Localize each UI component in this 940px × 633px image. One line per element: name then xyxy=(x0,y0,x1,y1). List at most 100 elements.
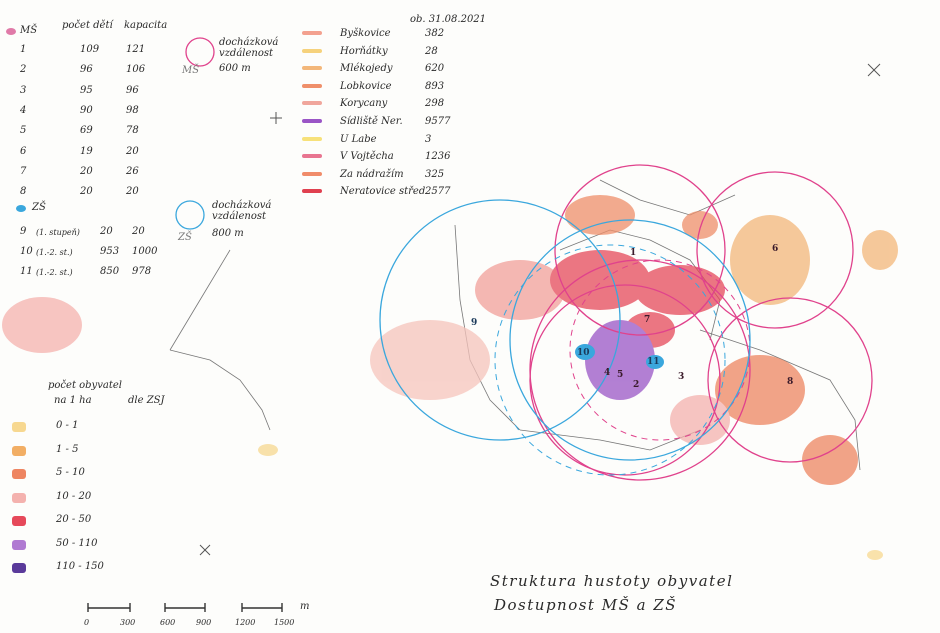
zs-walk-tag: ZŠ xyxy=(178,232,192,243)
scale-tick-label: 300 xyxy=(120,618,136,627)
map-title-line2: Dostupnost MŠ a ZŠ xyxy=(494,596,678,614)
district-swatch xyxy=(302,119,322,123)
ms-row-number: 6 xyxy=(20,145,27,157)
district-name: V Vojtěcha xyxy=(340,151,394,163)
district-swatch xyxy=(302,31,322,35)
district-swatch xyxy=(302,171,322,176)
ms-row-children: 96 xyxy=(80,64,93,76)
ms-row-number: 3 xyxy=(20,84,27,96)
ms-row-capacity: 106 xyxy=(126,64,146,76)
ms-walk-legend-circle xyxy=(185,37,215,67)
map-label-zs: 10 xyxy=(577,348,590,358)
map-label-ms: 1 xyxy=(630,248,637,258)
scale-tick-label: 900 xyxy=(196,618,212,627)
zs-marker-10 xyxy=(575,344,595,360)
map-label-ms: 8 xyxy=(787,377,794,387)
district-population: 3 xyxy=(425,133,432,145)
district-name: Byškovice xyxy=(340,28,391,39)
ms-row-children: 109 xyxy=(80,44,100,55)
ms-catchment-circles xyxy=(529,164,873,481)
ms-row-children: 20 xyxy=(80,186,93,198)
ms-row-capacity: 121 xyxy=(126,44,146,55)
ms-row-number: 1 xyxy=(20,44,27,55)
zs-row-children: 20 xyxy=(100,226,113,237)
district-name: U Labe xyxy=(340,133,377,145)
zs-header-label: ZŠ xyxy=(32,202,46,213)
ms-row-number: 7 xyxy=(20,165,27,177)
ms-row-capacity: 78 xyxy=(126,125,139,137)
density-title-note: dle ZSJ xyxy=(128,395,165,406)
scale-tick-label: 1200 xyxy=(235,618,256,627)
ms-row-children: 90 xyxy=(80,104,93,116)
map-label-ms: 2 xyxy=(633,380,640,390)
density-class-label: 110 - 150 xyxy=(56,561,104,572)
zs-row-note: (1. stupeň) xyxy=(36,228,80,237)
scale-tick-label: 0 xyxy=(84,618,90,627)
district-population: 893 xyxy=(425,80,445,92)
density-class-label: 10 - 20 xyxy=(56,490,92,502)
district-name: Horňátky xyxy=(340,45,388,57)
density-swatch xyxy=(12,563,26,573)
ms-row-children: 19 xyxy=(80,145,93,157)
zs-row-children: 953 xyxy=(100,246,120,257)
district-population: 2577 xyxy=(425,186,451,198)
map-label-ms: 7 xyxy=(644,315,651,325)
ms-col-children: počet dětí xyxy=(62,20,113,31)
ms-walk-tag: MŠ xyxy=(182,65,200,76)
ms-symbol xyxy=(6,28,16,35)
ms-col-capacity: kapacita xyxy=(124,20,168,31)
map-label-ms: 4 xyxy=(604,368,611,378)
ms-row-capacity: 98 xyxy=(126,104,139,116)
district-swatch xyxy=(302,136,322,141)
zs-row-number: 10 xyxy=(20,246,33,257)
density-class-label: 0 - 1 xyxy=(56,420,79,431)
map-title-line1: Struktura hustoty obyvatel xyxy=(490,572,734,590)
scale-tick-label: 600 xyxy=(160,618,176,627)
zs-row-children: 850 xyxy=(100,266,120,277)
district-population: 620 xyxy=(425,63,445,75)
district-name: Korycany xyxy=(340,98,388,110)
ms-row-capacity: 96 xyxy=(126,84,139,96)
district-population: 382 xyxy=(425,28,445,39)
zs-row-number: 11 xyxy=(20,266,33,277)
zs-row-capacity: 978 xyxy=(132,266,152,277)
map-label-zs: 9 xyxy=(471,318,478,328)
zs-row-number: 9 xyxy=(20,226,27,237)
ms-row-children: 20 xyxy=(80,165,93,177)
zs-marker-11 xyxy=(646,355,664,369)
zs-row-note: (1.-2. st.) xyxy=(36,268,73,277)
district-population: 298 xyxy=(425,98,445,110)
zs-row-capacity: 20 xyxy=(132,226,145,237)
ms-row-capacity: 26 xyxy=(126,165,139,177)
district-swatch xyxy=(302,66,322,71)
zs-walk-label: docházková vzdálenost xyxy=(212,200,272,222)
cross-marks xyxy=(199,63,881,556)
ms-row-number: 2 xyxy=(20,64,27,76)
district-swatch xyxy=(302,83,322,88)
district-name: Za nádražím xyxy=(340,168,404,180)
zs-walk-dist: 800 m xyxy=(212,228,244,239)
map-label-zs: 11 xyxy=(647,357,660,367)
ms-row-number: 4 xyxy=(20,104,27,116)
zs-walk-legend-circle xyxy=(175,200,205,230)
ms-header-label: MŠ xyxy=(20,25,38,36)
scale-tick-label: 1500 xyxy=(274,618,295,627)
density-class-label: 20 - 50 xyxy=(56,514,92,525)
scale-bar xyxy=(87,603,283,612)
density-swatch xyxy=(12,469,26,479)
zs-catchment-dashed xyxy=(494,244,726,476)
zs-row-capacity: 1000 xyxy=(132,246,158,257)
district-name: Mlékojedy xyxy=(340,63,393,75)
density-class-label: 1 - 5 xyxy=(56,443,79,455)
district-name: Lobkovice xyxy=(340,80,392,92)
ms-row-capacity: 20 xyxy=(126,145,139,157)
map-label-ms: 3 xyxy=(678,372,685,382)
density-class-label: 50 - 110 xyxy=(56,537,98,549)
scale-unit: m xyxy=(300,601,310,612)
ms-row-number: 8 xyxy=(20,186,27,198)
ms-walk-label: docházková vzdálenost xyxy=(219,37,279,59)
ms-row-capacity: 20 xyxy=(126,186,139,198)
district-population: 325 xyxy=(425,168,445,180)
districts-date: ob. 31.08.2021 xyxy=(410,14,487,25)
